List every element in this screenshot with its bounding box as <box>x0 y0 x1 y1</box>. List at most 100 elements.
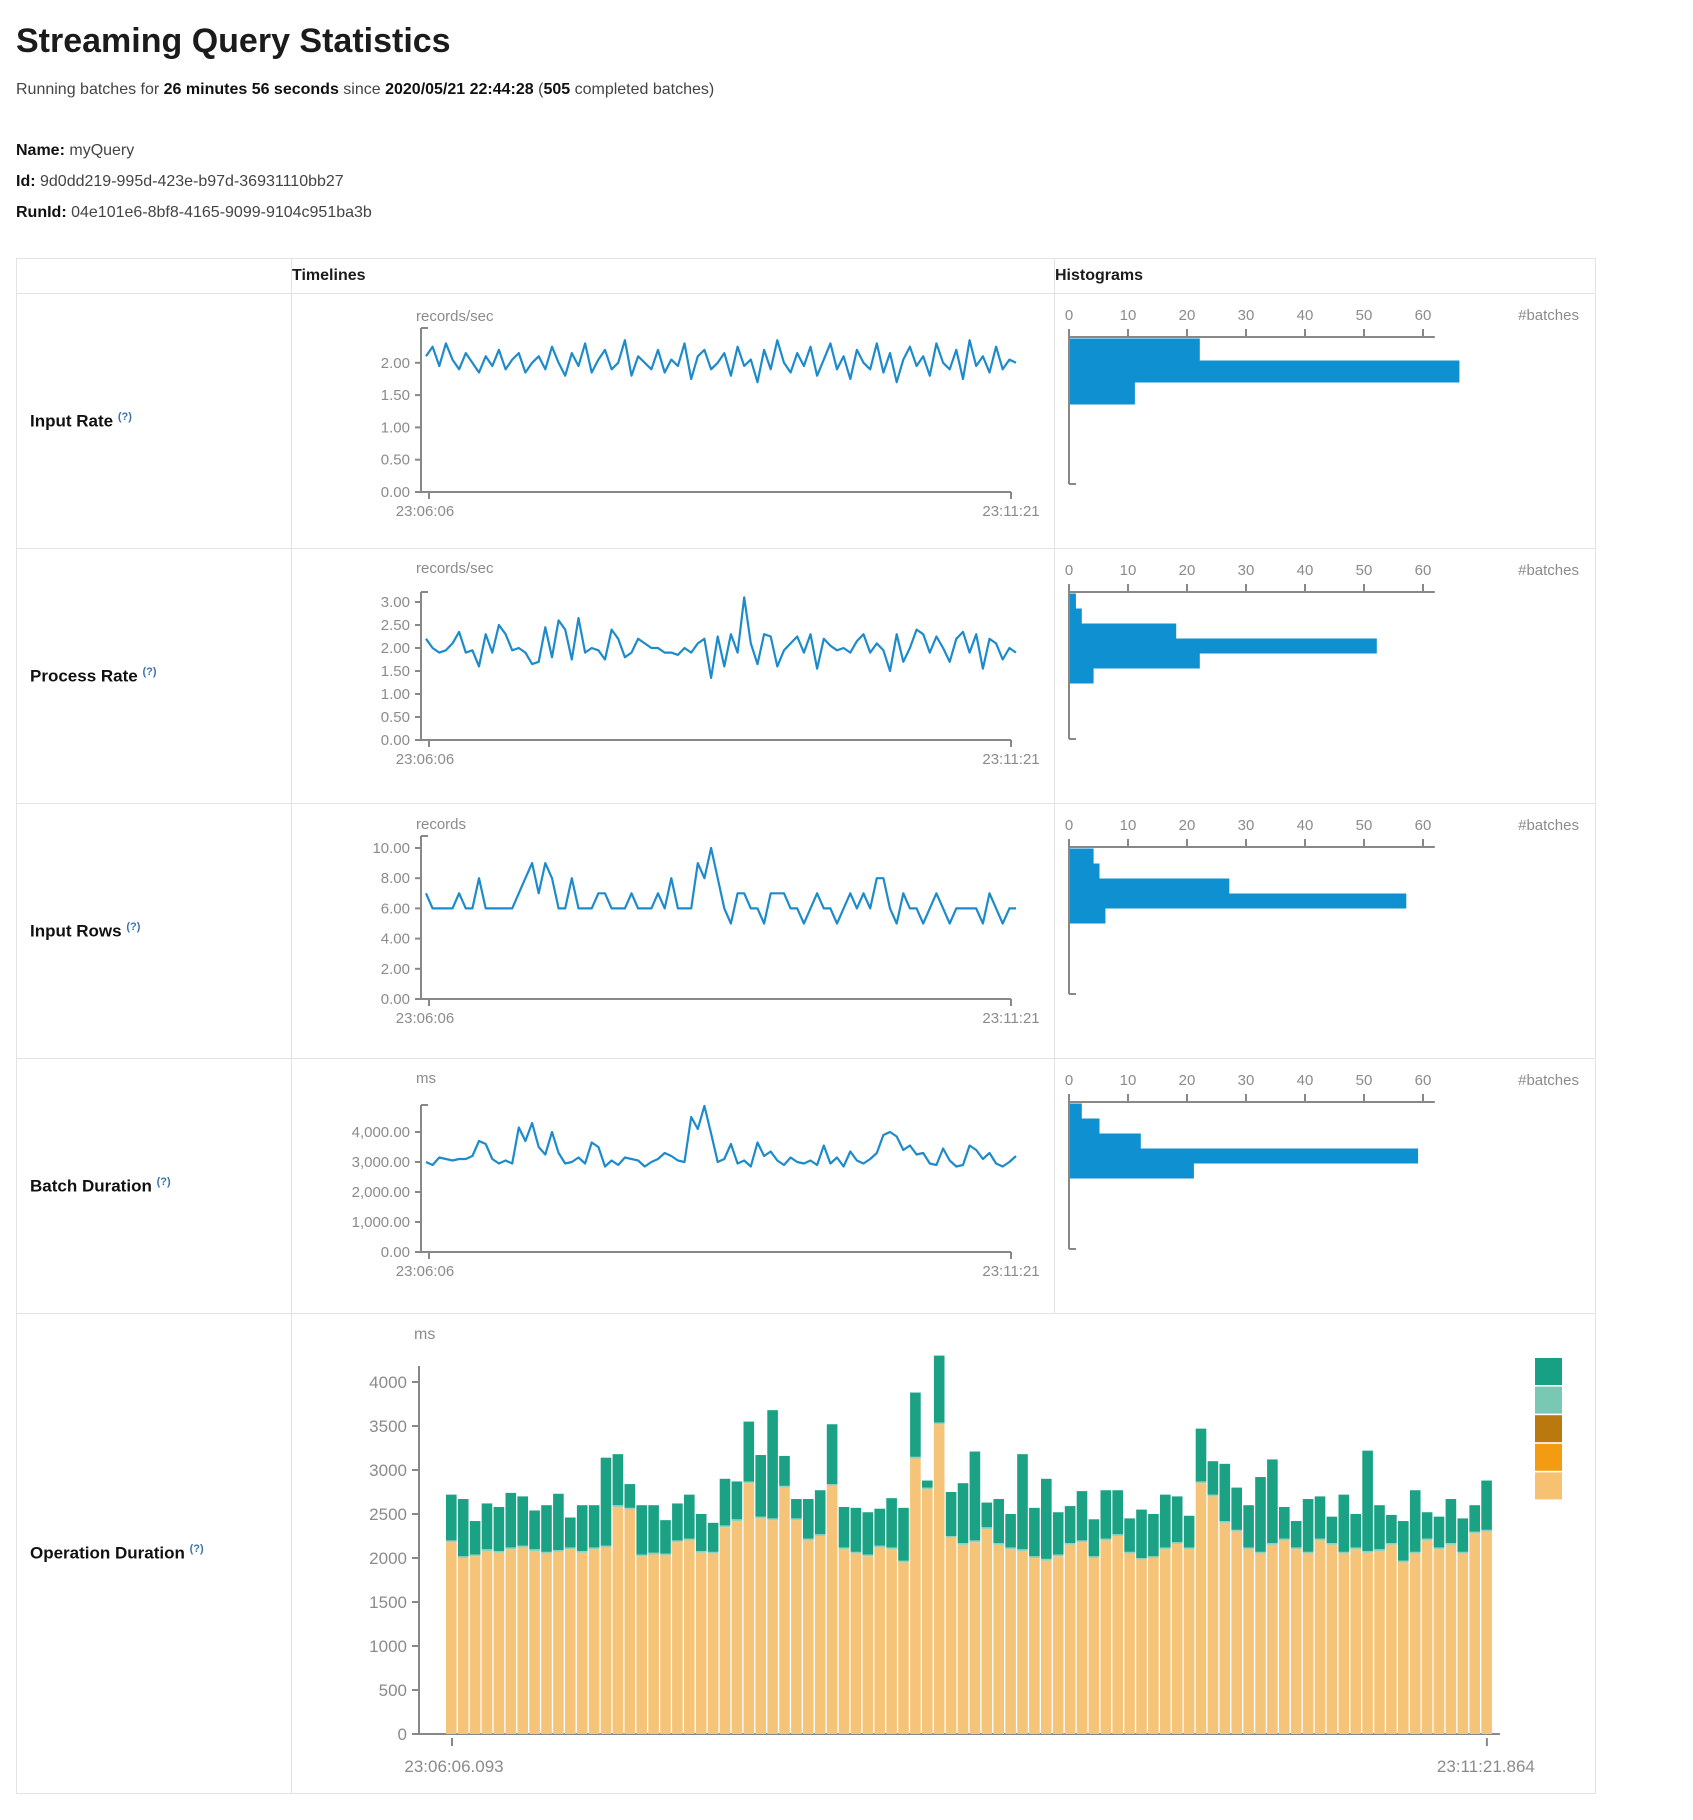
batch-duration-histogram-chart: 0 10 20 30 40 50 60 #batches <box>1055 1059 1595 1313</box>
svg-text:40: 40 <box>1297 817 1314 834</box>
input-rows-row: Input Rows (?) records 0.00 2.00 4.00 6.00 8.… <box>16 803 1596 1059</box>
svg-text:30: 30 <box>1238 307 1255 324</box>
svg-text:0: 0 <box>398 1725 407 1744</box>
batch-duration-row: Batch Duration (?) ms 0.00 1,000.00 2,000.0… <box>16 1058 1596 1314</box>
svg-text:#batches: #batches <box>1518 562 1579 579</box>
svg-text:23:06:06: 23:06:06 <box>396 751 454 768</box>
svg-text:30: 30 <box>1238 562 1255 579</box>
input-rows-timeline-chart: records 0.00 2.00 4.00 6.00 8.00 10.00 23:06:06… <box>292 804 1054 1058</box>
query-runid-label: RunId: <box>16 204 67 221</box>
svg-text:3500: 3500 <box>369 1417 407 1436</box>
svg-text:10: 10 <box>1120 562 1137 579</box>
svg-text:23:11:21: 23:11:21 <box>982 503 1039 520</box>
svg-text:10.00: 10.00 <box>372 840 410 857</box>
svg-text:60: 60 <box>1415 1072 1432 1089</box>
svg-text:40: 40 <box>1297 307 1314 324</box>
svg-text:0: 0 <box>1065 307 1073 324</box>
metric-label-text: Input Rows <box>30 921 122 941</box>
input-rate-row: Input Rate (?) records/sec 0.00 0.50 1.00 1.… <box>16 293 1596 549</box>
svg-text:4000: 4000 <box>369 1373 407 1392</box>
process-rate-help-icon[interactable]: (?) <box>142 665 157 678</box>
running-paren: ( <box>533 81 544 98</box>
input-rate-histogram-chart: 0 10 20 30 40 50 60 #batches <box>1055 294 1595 548</box>
svg-text:2.50: 2.50 <box>381 617 410 634</box>
svg-text:23:06:06: 23:06:06 <box>396 503 454 520</box>
svg-text:10: 10 <box>1120 307 1137 324</box>
process-rate-label: Process Rate (?) <box>16 548 292 804</box>
svg-text:500: 500 <box>379 1681 407 1700</box>
svg-text:3000: 3000 <box>369 1461 407 1480</box>
svg-text:0: 0 <box>1065 562 1073 579</box>
svg-text:3,000.00: 3,000.00 <box>352 1154 410 1171</box>
svg-text:#batches: #batches <box>1518 307 1579 324</box>
svg-text:2,000.00: 2,000.00 <box>352 1184 410 1201</box>
svg-text:23:11:21: 23:11:21 <box>982 1263 1039 1280</box>
svg-text:records: records <box>416 816 466 833</box>
svg-text:#batches: #batches <box>1518 817 1579 834</box>
svg-text:1000: 1000 <box>369 1637 407 1656</box>
input-rate-help-icon[interactable]: (?) <box>117 410 132 423</box>
metric-label-text: Operation Duration <box>30 1543 185 1563</box>
table-header-row: Timelines Histograms <box>16 258 1596 294</box>
svg-text:50: 50 <box>1356 562 1373 579</box>
operation-duration-stacked-chart: ms 0 500 1000 1500 2000 2500 3000 3500 4000 23:06:… <box>292 1314 1595 1793</box>
svg-text:1500: 1500 <box>369 1593 407 1612</box>
query-name-label: Name: <box>16 142 65 159</box>
svg-text:1.50: 1.50 <box>381 663 410 680</box>
process-rate-timeline-chart: records/sec 0.00 0.50 1.00 1.50 2.00 2.50 3.00 2… <box>292 549 1054 803</box>
svg-text:60: 60 <box>1415 817 1432 834</box>
svg-text:10: 10 <box>1120 817 1137 834</box>
input-rows-label: Input Rows (?) <box>16 803 292 1059</box>
svg-text:23:06:06: 23:06:06 <box>396 1263 454 1280</box>
svg-text:0.00: 0.00 <box>381 1244 410 1261</box>
svg-text:4.00: 4.00 <box>381 931 410 948</box>
running-summary: Running batches for 26 minutes 56 second… <box>16 81 1677 99</box>
svg-text:30: 30 <box>1238 817 1255 834</box>
svg-text:23:06:06: 23:06:06 <box>396 1010 454 1027</box>
svg-text:2.00: 2.00 <box>381 355 410 372</box>
svg-text:0.50: 0.50 <box>381 452 410 469</box>
svg-text:8.00: 8.00 <box>381 870 410 887</box>
svg-text:20: 20 <box>1179 307 1196 324</box>
input-rate-label: Input Rate (?) <box>16 293 292 549</box>
input-rows-help-icon[interactable]: (?) <box>126 920 141 933</box>
svg-text:0: 0 <box>1065 1072 1073 1089</box>
completed-batches-count: 505 <box>543 81 571 98</box>
svg-text:1.00: 1.00 <box>381 686 410 703</box>
running-suffix: completed batches) <box>570 81 715 98</box>
query-runid-line: RunId: 04e101e6-8bf8-4165-9099-9104c951b… <box>16 197 1677 228</box>
query-id-value: 9d0dd219-995d-423e-b97d-36931110bb27 <box>40 173 344 190</box>
svg-text:0: 0 <box>1065 817 1073 834</box>
svg-text:23:11:21.864: 23:11:21.864 <box>1437 1757 1535 1776</box>
metric-column-header <box>16 258 292 294</box>
svg-text:ms: ms <box>414 1326 435 1343</box>
svg-text:23:11:21: 23:11:21 <box>982 1010 1039 1027</box>
operation-duration-help-icon[interactable]: (?) <box>189 1543 204 1556</box>
metric-label-text: Batch Duration <box>30 1176 152 1196</box>
process-rate-row: Process Rate (?) records/sec 0.00 0.50 1.00… <box>16 548 1596 804</box>
svg-text:1.50: 1.50 <box>381 387 410 404</box>
svg-text:0.00: 0.00 <box>381 484 410 501</box>
svg-text:20: 20 <box>1179 817 1196 834</box>
svg-text:60: 60 <box>1415 307 1432 324</box>
svg-text:ms: ms <box>416 1070 436 1087</box>
batch-duration-help-icon[interactable]: (?) <box>156 1175 171 1188</box>
svg-text:0.00: 0.00 <box>381 991 410 1008</box>
svg-text:40: 40 <box>1297 562 1314 579</box>
query-name-value: myQuery <box>69 142 135 159</box>
metric-label-text: Process Rate <box>30 666 138 686</box>
metric-label-text: Input Rate <box>30 411 114 431</box>
svg-text:2.00: 2.00 <box>381 640 410 657</box>
operation-duration-row: Operation Duration (?) ms 0 500 1000 1500 200… <box>16 1313 1596 1794</box>
svg-text:50: 50 <box>1356 1072 1373 1089</box>
svg-text:10: 10 <box>1120 1072 1137 1089</box>
svg-text:records/sec: records/sec <box>416 308 494 325</box>
svg-text:20: 20 <box>1179 1072 1196 1089</box>
statistics-table: Timelines Histograms Input Rate (?) reco… <box>16 258 1596 1794</box>
svg-text:4,000.00: 4,000.00 <box>352 1124 410 1141</box>
svg-text:50: 50 <box>1356 817 1373 834</box>
svg-text:2000: 2000 <box>369 1549 407 1568</box>
batch-duration-label: Batch Duration (?) <box>16 1058 292 1314</box>
svg-text:20: 20 <box>1179 562 1196 579</box>
